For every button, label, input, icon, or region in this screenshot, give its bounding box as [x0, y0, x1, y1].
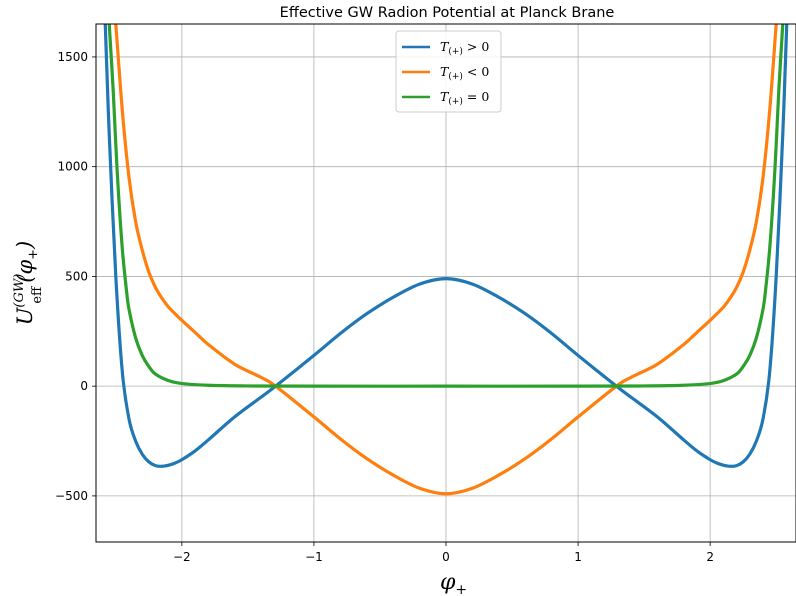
legend-label: T(+) = 0	[440, 89, 489, 107]
series-lines	[103, 24, 789, 496]
y-tick-label: −500	[55, 489, 88, 503]
legend-box	[395, 30, 502, 113]
x-tick-label: 1	[574, 550, 582, 564]
series-line-2	[114, 24, 778, 496]
y-tick-label: 1500	[57, 50, 88, 64]
x-axis-label: φ+	[440, 570, 467, 596]
series-line-3	[107, 24, 785, 388]
y-tick-label: 1000	[57, 160, 88, 174]
series-line-1	[103, 24, 789, 468]
ticks: −2 −1 0 1 2 −500 0 500 1000 1500	[55, 50, 714, 564]
legend: T(+) > 0 T(+) < 0 T(+) = 0	[395, 30, 502, 113]
x-tick-label: −2	[173, 550, 191, 564]
chart-title: Effective GW Radion Potential at Planck …	[280, 5, 615, 21]
x-tick-label: 0	[442, 550, 450, 564]
x-tick-label: −1	[305, 550, 323, 564]
y-tick-label: 500	[65, 269, 88, 283]
x-tick-label: 2	[706, 550, 714, 564]
y-axis-label: U(GW) eff(φ+)	[12, 241, 45, 326]
legend-label: T(+) < 0	[440, 64, 489, 82]
y-tick-label: 0	[80, 379, 88, 393]
legend-label: T(+) > 0	[440, 39, 489, 57]
